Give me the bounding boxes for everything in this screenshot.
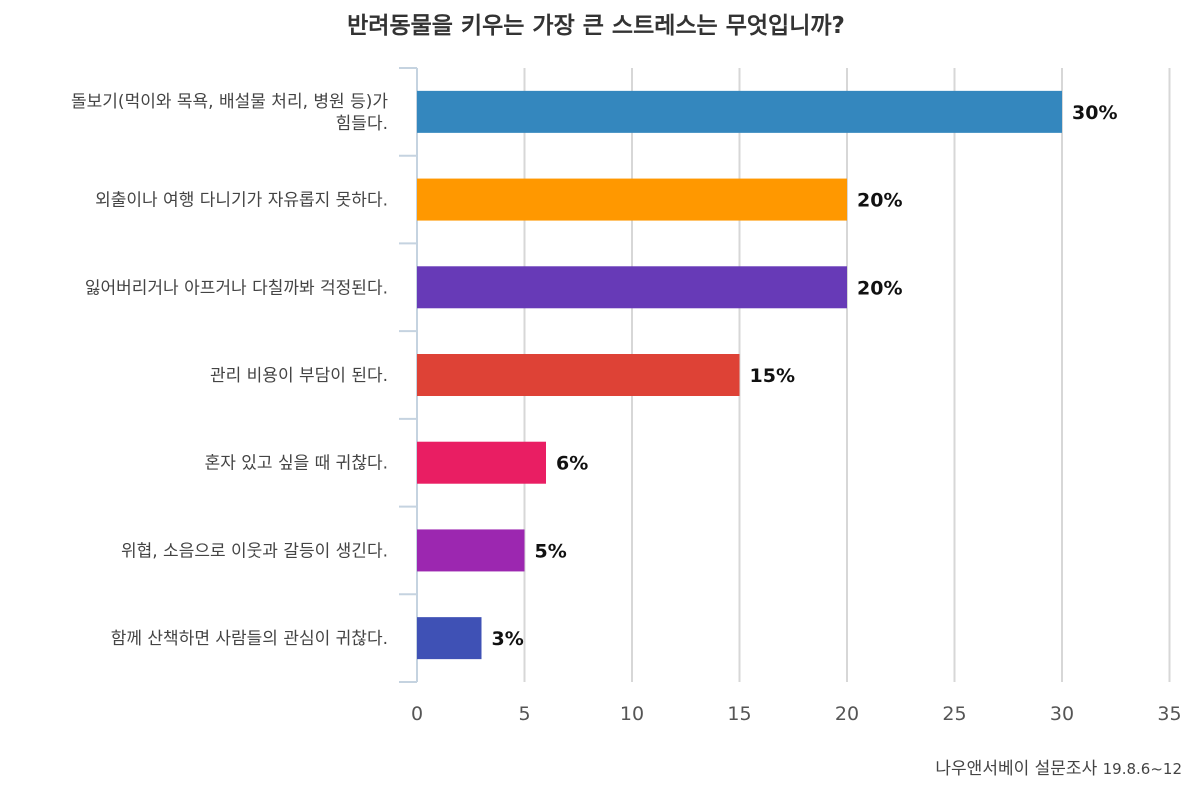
bar-3 — [417, 354, 740, 396]
bar-6 — [417, 617, 482, 660]
source-label: 나우앤서베이 설문조사 — [935, 759, 1098, 779]
bar-1 — [417, 178, 847, 221]
category-label-5: 위협, 소음으로 이웃과 갈등이 생긴다. — [121, 541, 388, 561]
data-label-4: 6% — [556, 453, 588, 475]
chart-title: 반려동물을 키우는 가장 큰 스트레스는 무엇입니까? — [347, 13, 845, 39]
x-tick-labels: 0 5 10 15 20 25 30 35 — [411, 703, 1182, 725]
data-label-0: 30% — [1072, 102, 1117, 124]
category-label-2: 잃어버리거나 아프거나 다칠까봐 걱정된다. — [85, 278, 388, 298]
x-tick-7: 35 — [1157, 703, 1181, 725]
data-label-2: 20% — [857, 277, 902, 299]
category-label-3: 관리 비용이 부담이 된다. — [210, 366, 388, 386]
x-tick-5: 25 — [942, 703, 966, 725]
category-label-6: 함께 산책하면 사람들의 관심이 귀찮다. — [111, 629, 388, 649]
category-label-0: 돌보기(먹이와 목욕, 배설물 처리, 병원 등)가 힘들다. — [71, 92, 388, 134]
category-labels: 돌보기(먹이와 목욕, 배설물 처리, 병원 등)가 힘들다. 외출이나 여행 다니… — [71, 92, 388, 649]
data-label-5: 5% — [535, 540, 567, 562]
x-tick-4: 20 — [835, 703, 859, 725]
category-axis — [399, 67, 418, 683]
x-tick-0: 0 — [411, 703, 423, 725]
data-label-6: 3% — [492, 628, 524, 650]
x-tick-2: 10 — [620, 703, 644, 725]
data-label-1: 20% — [857, 190, 902, 212]
bar-4 — [417, 441, 546, 484]
bar-2 — [417, 266, 847, 309]
source-note: 나우앤서베이 설문조사 19.8.6~12 — [935, 754, 1182, 779]
data-label-3: 15% — [750, 365, 795, 387]
x-tick-3: 15 — [727, 703, 751, 725]
x-tick-6: 30 — [1050, 703, 1074, 725]
category-label-1: 외출이나 여행 다니기가 자유롭지 못하다. — [95, 191, 388, 211]
data-labels: 30% 20% 20% 15% 6% 5% 3% — [492, 102, 1118, 650]
category-label-4: 혼자 있고 싶을 때 귀찮다. — [205, 454, 388, 474]
bar-5 — [417, 529, 525, 572]
source-date: 19.8.6~12 — [1102, 760, 1182, 778]
x-tick-1: 5 — [518, 703, 530, 725]
bars — [417, 90, 1062, 660]
bar-0 — [417, 90, 1062, 133]
